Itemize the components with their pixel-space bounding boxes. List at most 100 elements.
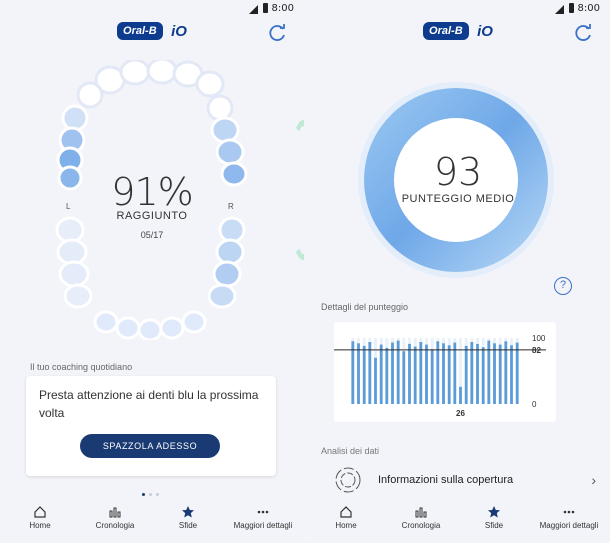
star-icon — [488, 506, 500, 518]
score-bar — [379, 344, 383, 404]
nav-challenges-label: Sfide — [178, 521, 198, 530]
score-details-label: Dettagli del punteggio — [321, 302, 409, 312]
score-bar — [425, 344, 428, 404]
score-bar — [453, 342, 457, 404]
y-tick-label: 0 — [532, 400, 537, 409]
score-bar — [357, 343, 360, 404]
score-bar — [447, 345, 451, 404]
y-tick-label: 82 — [532, 346, 541, 355]
nav-home[interactable]: Home — [311, 505, 381, 530]
bottom-nav: Home Cronologia Sfide Maggiori dettagli — [0, 497, 304, 543]
nav-challenges[interactable]: Sfide — [153, 505, 223, 530]
star-icon — [182, 506, 194, 518]
score-bar — [436, 341, 440, 404]
score-bar — [419, 342, 423, 404]
chevron-right-icon: › — [591, 472, 596, 488]
battery-icon — [569, 3, 574, 13]
average-score-label: PUNTEGGIO MEDIO — [401, 193, 515, 205]
score-bar — [351, 341, 355, 404]
score-bar — [470, 342, 474, 404]
score-bar — [498, 344, 502, 404]
score-bars: 100 82 0 26 — [334, 334, 546, 418]
coverage-info-text: Informazioni sulla copertura — [378, 474, 514, 486]
bar-track — [459, 338, 462, 404]
side-left-label: L — [66, 202, 71, 211]
pager-dot[interactable] — [142, 493, 145, 496]
coverage-rings-icon — [335, 467, 361, 493]
score-bar — [396, 340, 400, 404]
history-icon — [415, 507, 427, 518]
brand-header: Oral-B iO — [0, 22, 304, 44]
brand-model: iO — [171, 22, 187, 40]
coaching-card: Presta attenzione ai denti blu la prossi… — [26, 376, 276, 476]
brush-now-button[interactable]: SPAZZOLA ADESSO — [80, 434, 220, 458]
side-right-label: R — [228, 202, 234, 211]
coverage-date: 05/17 — [140, 230, 164, 240]
score-bar — [459, 386, 462, 404]
score-bar — [464, 345, 468, 404]
pager-dot[interactable] — [156, 493, 159, 496]
score-bar — [408, 343, 411, 404]
status-bar: 8:00 — [0, 0, 304, 18]
brand-header: Oral-B iO — [306, 22, 610, 44]
status-time: 8:00 — [271, 3, 294, 14]
help-icon[interactable]: ? — [554, 277, 572, 295]
score-bar — [413, 346, 417, 404]
nav-challenges-label: Sfide — [484, 521, 504, 530]
score-bar — [493, 343, 496, 404]
history-icon — [109, 507, 121, 518]
signal-icon — [249, 5, 258, 14]
average-score: 93 — [433, 150, 483, 194]
nav-home-label: Home — [335, 521, 357, 530]
nav-history[interactable]: Cronologia — [386, 505, 456, 530]
nav-history[interactable]: Cronologia — [80, 505, 150, 530]
brand-logo: Oral-B — [423, 22, 469, 40]
coverage-label: RAGGIUNTO — [116, 210, 188, 222]
score-bar — [385, 347, 389, 404]
refresh-icon[interactable] — [572, 22, 594, 44]
coaching-section-label: Il tuo coaching quotidiano — [30, 362, 133, 372]
nav-home[interactable]: Home — [5, 505, 75, 530]
pager-dot[interactable] — [149, 493, 152, 496]
nav-more[interactable]: Maggiori dettagli — [228, 505, 298, 530]
brand-logo: Oral-B — [117, 22, 163, 40]
nav-more-label: Maggiori dettagli — [233, 521, 293, 530]
score-bar — [487, 340, 491, 404]
score-ring — [358, 82, 554, 278]
score-bar-chart: 100 82 0 26 — [334, 322, 556, 422]
upper-teeth — [56, 60, 248, 191]
bottom-nav: Home Cronologia Sfide Maggiori dettagli — [306, 497, 610, 543]
data-analysis-label: Analisi dei dati — [321, 446, 380, 456]
coaching-text: Presta attenzione ai denti blu la prossi… — [39, 388, 259, 420]
phone-screen-coverage: 8:00 Oral-B iO — [0, 0, 304, 543]
pager-dots[interactable] — [140, 483, 161, 501]
lower-teeth — [55, 216, 246, 340]
y-tick-label: 100 — [532, 334, 546, 343]
coverage-percent: 91% — [111, 170, 193, 214]
home-icon — [340, 506, 352, 518]
battery-icon — [263, 3, 268, 13]
nav-history-label: Cronologia — [401, 521, 441, 530]
status-bar: 8:00 — [306, 0, 610, 18]
score-bar — [476, 343, 479, 404]
status-time: 8:00 — [577, 3, 600, 14]
nav-challenges[interactable]: Sfide — [459, 505, 529, 530]
brand-model: iO — [477, 22, 493, 40]
min-value-label: 26 — [456, 409, 465, 418]
refresh-icon[interactable] — [266, 22, 288, 44]
nav-more-label: Maggiori dettagli — [539, 521, 599, 530]
home-icon — [34, 506, 46, 518]
nav-more[interactable]: Maggiori dettagli — [534, 505, 604, 530]
score-bar — [374, 357, 377, 404]
nav-history-label: Cronologia — [95, 521, 135, 530]
score-bar — [442, 343, 445, 404]
phone-screen-score: 8:00 Oral-B iO 93 PUNTEGGIO MEDIO ? — [306, 0, 610, 543]
more-icon — [563, 510, 575, 514]
more-icon — [257, 510, 269, 514]
score-bar — [515, 342, 519, 404]
score-bar — [402, 351, 406, 404]
teeth-coverage-map — [55, 60, 248, 340]
score-bar — [368, 342, 372, 404]
coverage-info-row[interactable]: Informazioni sulla copertura › — [306, 462, 610, 498]
